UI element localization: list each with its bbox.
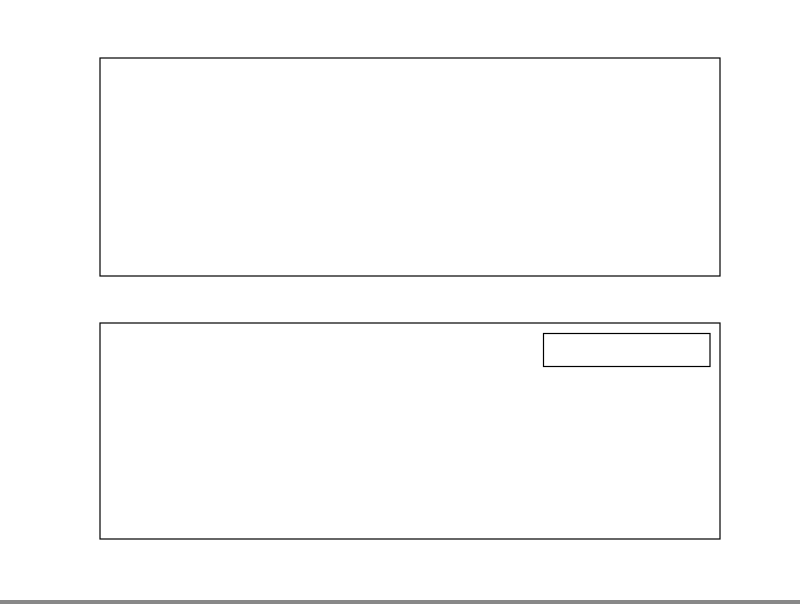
legend-frame bbox=[542, 332, 711, 368]
legend bbox=[542, 332, 711, 368]
bottom-axes-frame bbox=[99, 322, 721, 540]
bottom-axes bbox=[99, 322, 721, 540]
top-axes-frame bbox=[99, 57, 721, 277]
top-axes bbox=[99, 57, 721, 277]
